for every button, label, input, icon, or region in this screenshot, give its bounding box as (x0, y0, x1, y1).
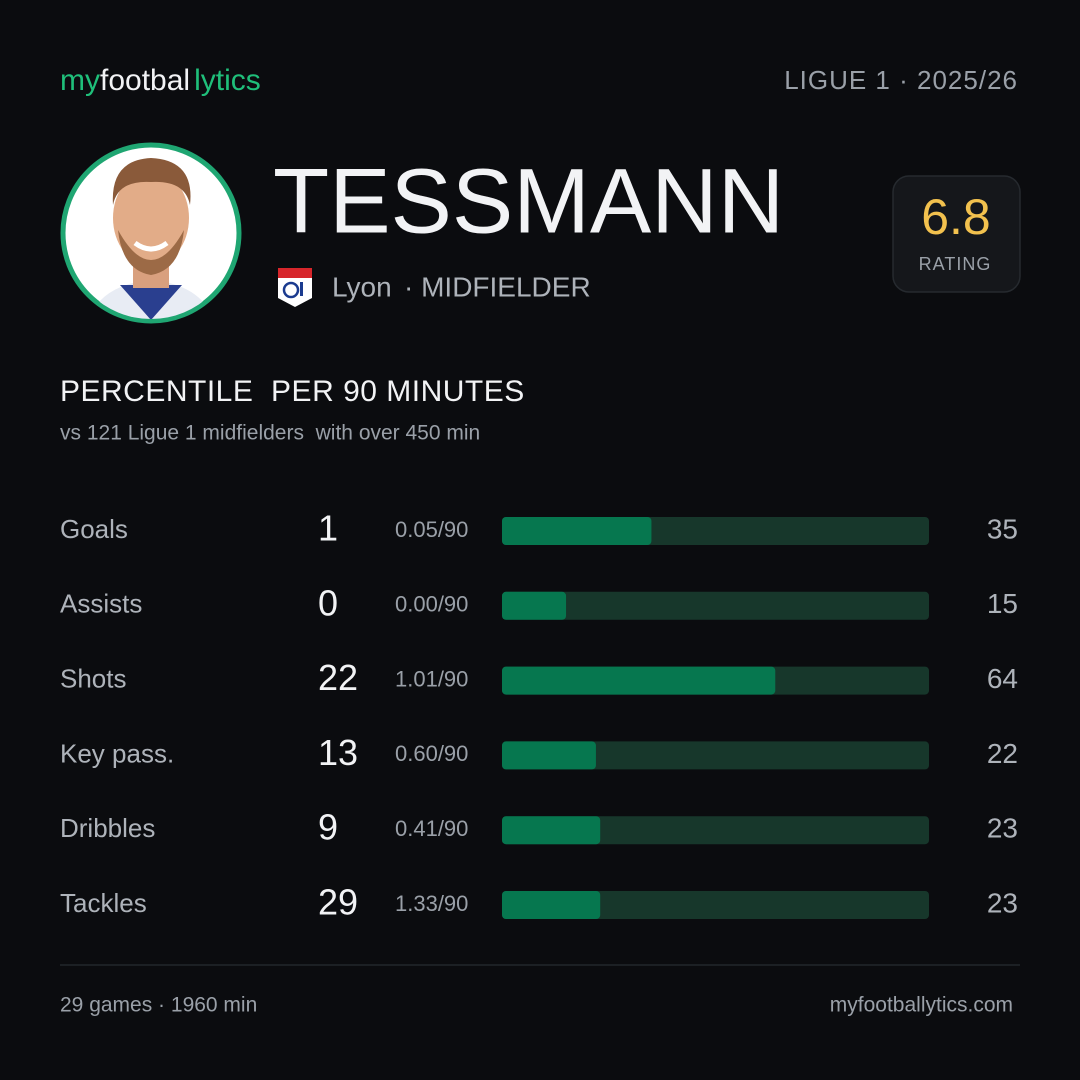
stat-label: Dribbles (60, 813, 155, 843)
stat-per90: 0.00/90 (395, 592, 468, 617)
percentile-bar (502, 666, 776, 695)
section-subtitle: vs 121 Ligue 1 midfielders with over 450… (60, 422, 480, 445)
percentile-bar (502, 816, 601, 845)
club: Lyon (332, 271, 392, 302)
brand: myfootbal lytics (60, 64, 261, 97)
stat-per90: 0.05/90 (395, 517, 468, 542)
section-title: PERCENTILE PER 90 MINUTES (60, 375, 525, 408)
percentile-bar (502, 517, 652, 545)
rating: 6.8 (921, 189, 991, 245)
percentile-value: 35 (987, 513, 1018, 544)
footer-site: myfootballytics.com (830, 994, 1013, 1017)
percentile-value: 64 (987, 663, 1018, 694)
bar-track (502, 816, 929, 845)
stat-label: Tackles (60, 888, 147, 918)
stat-per90: 1.01/90 (395, 666, 468, 691)
stat-per90: 1.33/90 (395, 891, 468, 916)
stat-total: 13 (318, 732, 358, 773)
percentile-value: 23 (987, 813, 1018, 844)
footer-summary: 29 games · 1960 min (60, 994, 257, 1017)
stat-total: 0 (318, 582, 338, 623)
position: · MIDFIELDER (404, 271, 591, 302)
league: LIGUE 1 · 2025/26 (784, 65, 1018, 95)
rating-label: RATING (919, 254, 992, 274)
bar-track (502, 741, 929, 770)
stat-per90: 0.60/90 (395, 741, 468, 766)
stat-total: 29 (318, 882, 358, 923)
stat-label: Key pass. (60, 738, 174, 768)
player-name: TESSMANN (273, 150, 784, 252)
bar-track (502, 891, 929, 919)
percentile-value: 22 (987, 738, 1018, 769)
percentile-value: 23 (987, 887, 1018, 918)
club-logo (278, 268, 312, 307)
stat-label: Shots (60, 663, 127, 693)
percentile-bar (502, 891, 601, 919)
percentile-value: 15 (987, 588, 1018, 619)
stat-per90: 0.41/90 (395, 816, 468, 841)
rating-box (892, 175, 1021, 293)
stat-label: Goals (60, 514, 128, 544)
brand-part: lytics (194, 64, 261, 97)
percentile-bar (502, 741, 596, 770)
stat-total: 9 (318, 807, 338, 848)
brand-part: footbal (100, 64, 190, 97)
stat-total: 1 (318, 508, 338, 549)
stat-total: 22 (318, 657, 358, 698)
stat-label: Assists (60, 589, 142, 619)
player-photo (60, 142, 242, 324)
percentile-bar (502, 591, 567, 620)
brand-part: my (60, 64, 100, 97)
bar-track (502, 591, 929, 620)
